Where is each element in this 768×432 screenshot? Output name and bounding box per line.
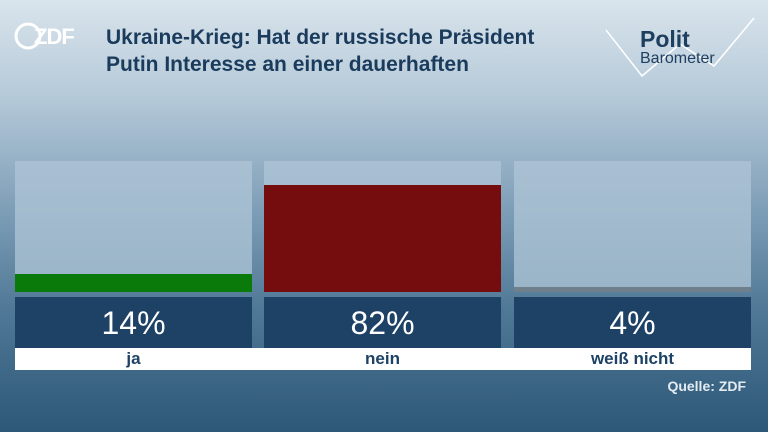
- bar: [514, 287, 751, 292]
- data-label: 4%: [514, 297, 751, 348]
- zdf-logo-icon: [14, 22, 42, 50]
- data-label: 14%: [15, 297, 252, 348]
- title-line-2: Putin Interesse an einer dauerhaften: [106, 53, 469, 76]
- page-title: Ukraine-Krieg: Hat der russische Präside…: [106, 24, 596, 78]
- politbarometer-word-1: Polit: [640, 26, 690, 52]
- bar: [15, 274, 252, 292]
- bar-panel: [15, 161, 252, 292]
- source-note: Quelle: ZDF: [667, 378, 746, 394]
- bar: [264, 185, 501, 292]
- category-label: nein: [264, 348, 501, 370]
- politbarometer-word-2: Barometer: [640, 50, 715, 67]
- title-line-1: Ukraine-Krieg: Hat der russische Präside…: [106, 26, 535, 49]
- bar-panel: [264, 161, 501, 292]
- data-label: 82%: [264, 297, 501, 348]
- category-label: ja: [15, 348, 252, 370]
- politbarometer-logo-icon: [605, 17, 755, 78]
- bar-panel: [514, 161, 751, 292]
- category-label: weiß nicht: [514, 348, 751, 370]
- zdf-logo-text: ZDF: [34, 24, 75, 49]
